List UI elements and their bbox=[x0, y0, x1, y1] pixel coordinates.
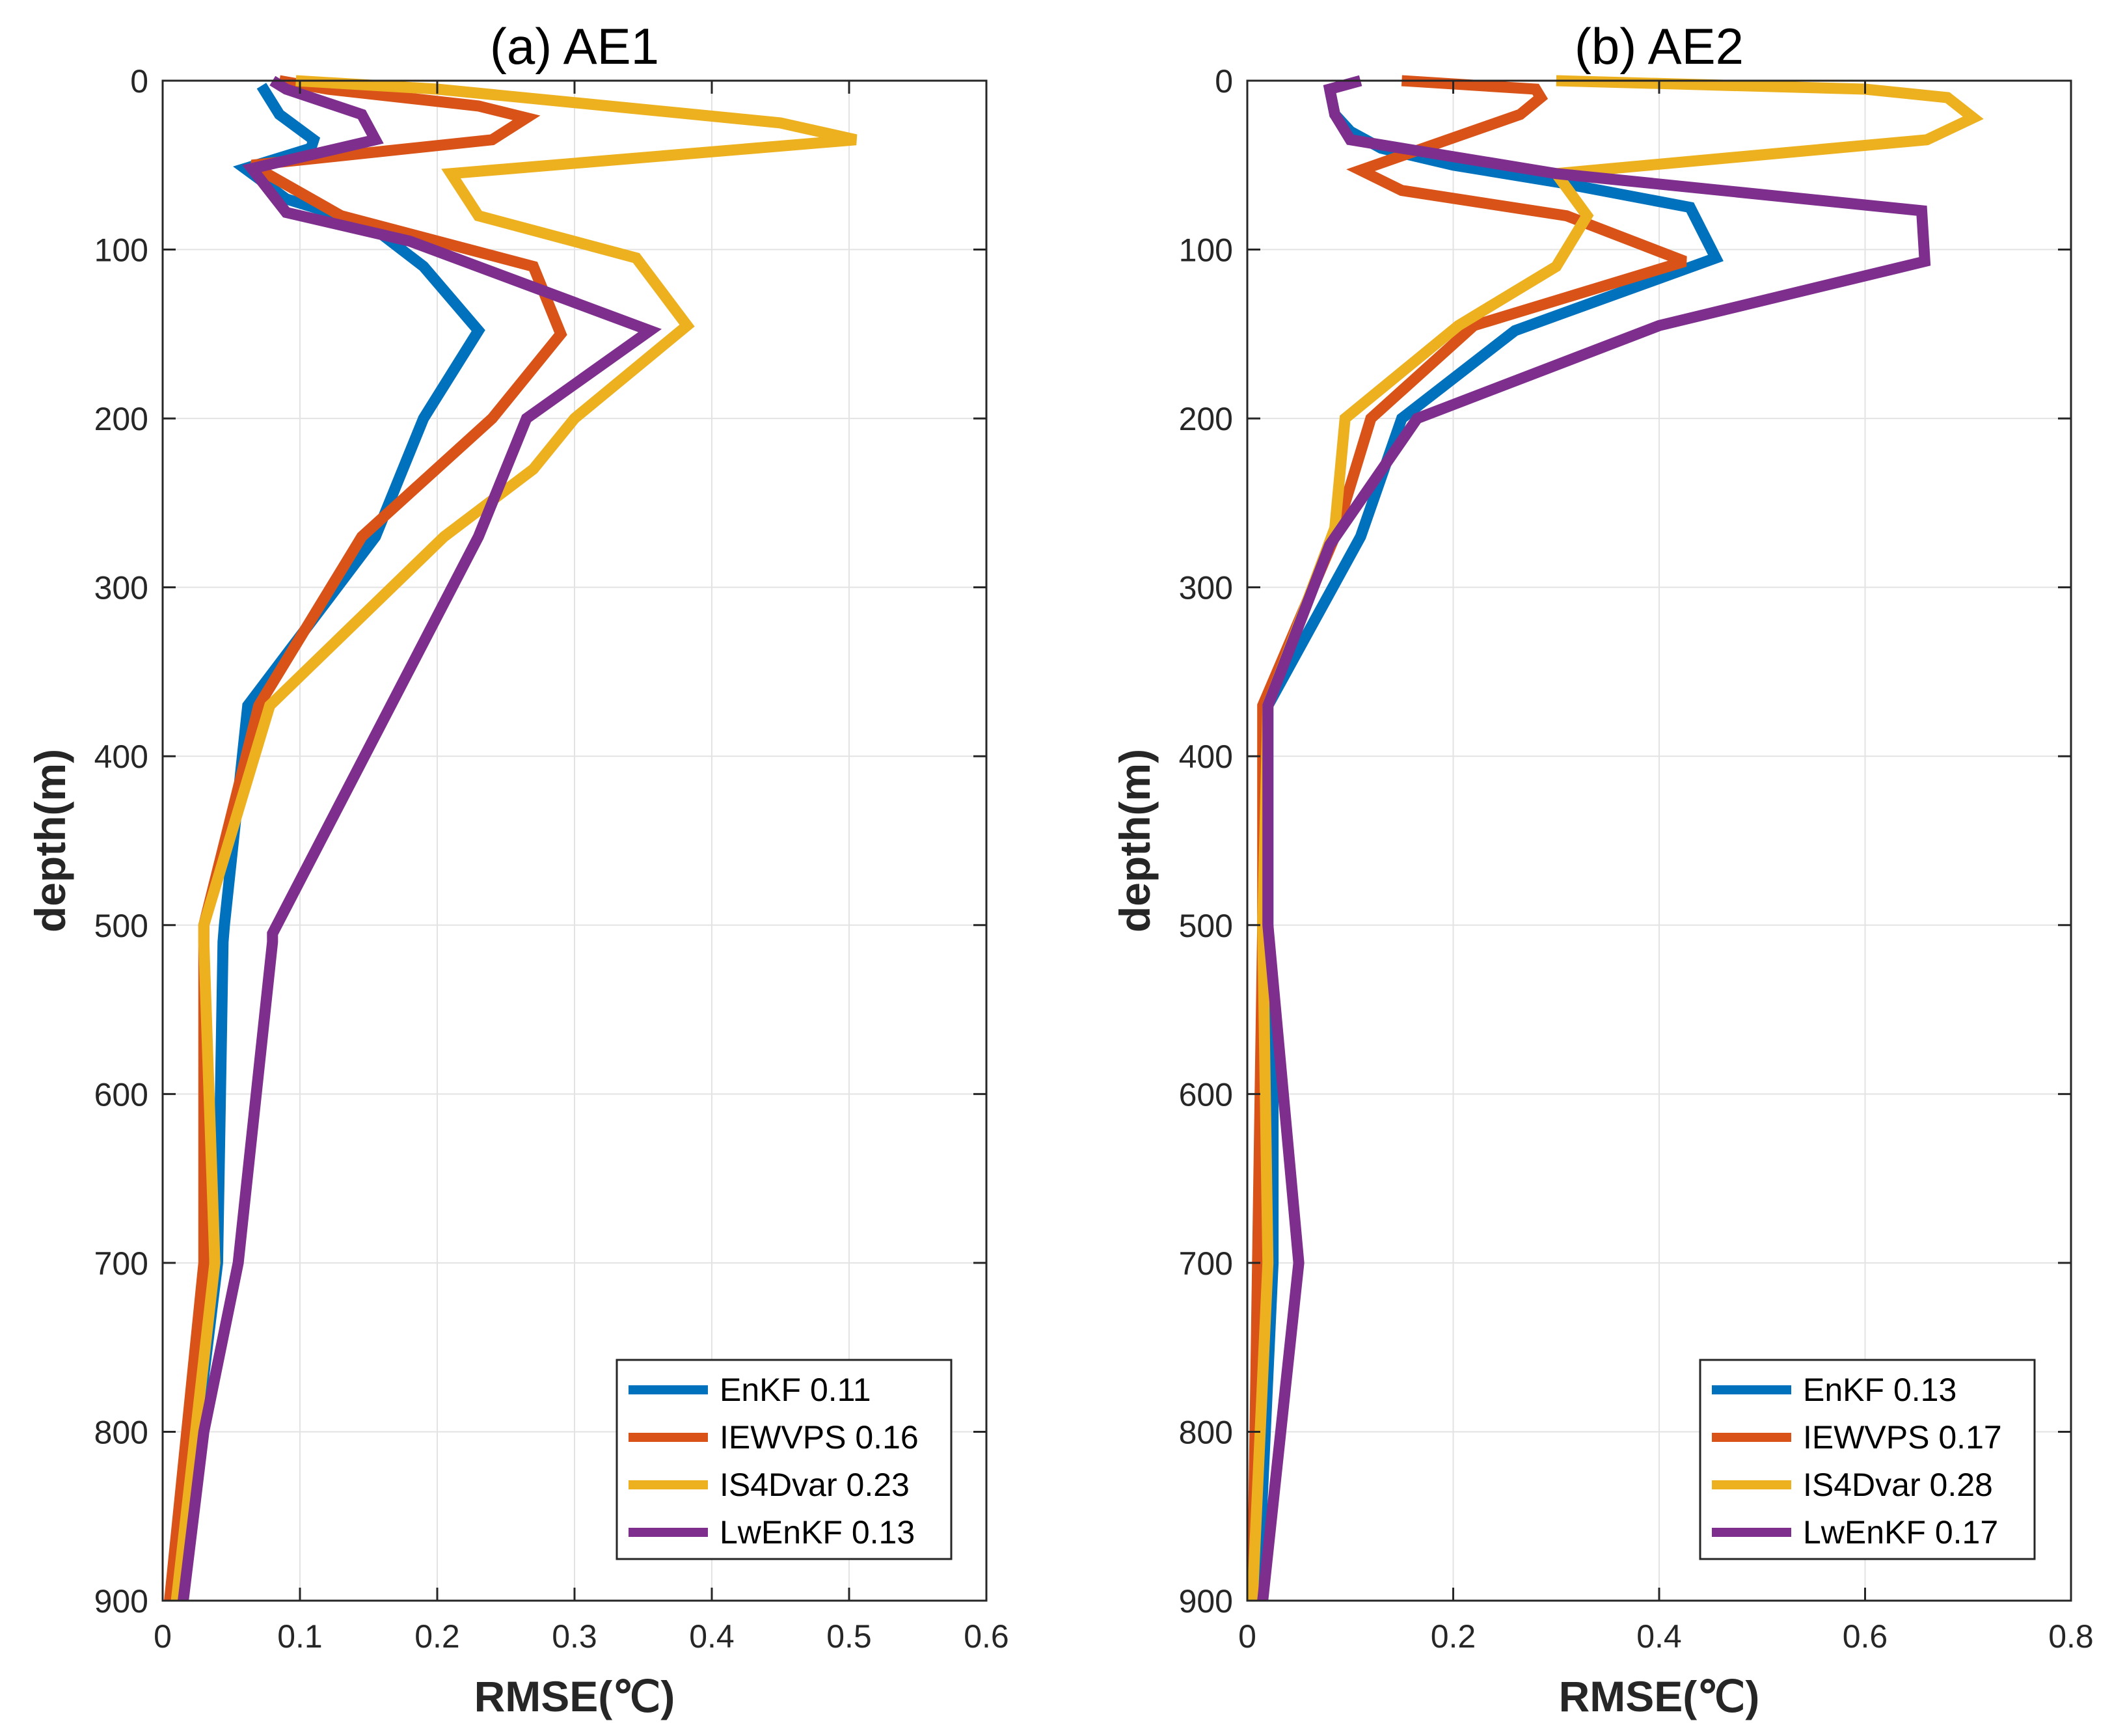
y-tick-label: 300 bbox=[1179, 570, 1233, 606]
y-axis-label: depth(m) bbox=[26, 749, 74, 932]
series-line-is4dvar bbox=[170, 75, 858, 1601]
x-tick-label: 0.5 bbox=[826, 1618, 872, 1655]
y-tick-label: 400 bbox=[1179, 739, 1233, 775]
y-tick-label: 200 bbox=[1179, 401, 1233, 437]
series-line-lwenkf bbox=[1257, 75, 1931, 1601]
y-tick-label: 100 bbox=[1179, 232, 1233, 269]
legend: EnKF 0.11 IEWVPS 0.16 IS4Dvar 0.23 LwEnKF 0… bbox=[616, 1359, 953, 1560]
legend-label-is4dvar: IS4Dvar 0.28 bbox=[1803, 1467, 1993, 1503]
y-tick-label: 300 bbox=[94, 570, 148, 606]
y-tick-label: 400 bbox=[94, 739, 148, 775]
legend-label-enkf: EnKF 0.13 bbox=[1803, 1372, 1956, 1408]
y-tick-label: 500 bbox=[1179, 908, 1233, 944]
x-tick-label: 0.4 bbox=[689, 1618, 735, 1655]
y-tick-label: 700 bbox=[1179, 1245, 1233, 1282]
y-tick-label: 600 bbox=[94, 1076, 148, 1113]
series-line-lwenkf bbox=[178, 75, 662, 1602]
x-tick-label: 0.6 bbox=[964, 1618, 1009, 1655]
panel-ae1: 0 0.1 0.2 0.3 0.4 0.5 0.6 0 100 200 300 400 500 600 70… bbox=[26, 18, 1009, 1720]
y-tick-label: 100 bbox=[94, 232, 148, 269]
x-tick-label: 0.3 bbox=[552, 1618, 597, 1655]
x-tick-label: 0.1 bbox=[277, 1618, 323, 1655]
x-tick-label: 0 bbox=[154, 1618, 172, 1655]
y-tick-label: 900 bbox=[1179, 1583, 1233, 1620]
y-tick-label: 600 bbox=[1179, 1076, 1233, 1113]
legend-label-is4dvar: IS4Dvar 0.23 bbox=[720, 1467, 910, 1503]
x-tick-label: 0 bbox=[1238, 1618, 1256, 1655]
y-tick-label: 900 bbox=[94, 1583, 148, 1620]
y-tick-label: 0 bbox=[130, 63, 148, 100]
legend-label-iewvps: IEWVPS 0.16 bbox=[720, 1419, 919, 1456]
panel-ae2: 0 0.2 0.4 0.6 0.8 0 100 200 300 400 500 600 700 800 90… bbox=[1111, 18, 2094, 1720]
y-tick-label: 500 bbox=[94, 908, 148, 944]
y-tick-label: 0 bbox=[1215, 63, 1233, 100]
legend-label-enkf: EnKF 0.11 bbox=[720, 1372, 871, 1408]
x-tick-label: 0.8 bbox=[2048, 1618, 2094, 1655]
legend: EnKF 0.13 IEWVPS 0.17 IS4Dvar 0.28 LwEnKF 0… bbox=[1699, 1359, 2036, 1560]
legend-label-lwenkf: LwEnKF 0.13 bbox=[720, 1514, 915, 1551]
chart-title: (a) AE1 bbox=[490, 18, 659, 75]
x-axis-label: RMSE(℃) bbox=[474, 1672, 675, 1720]
series-line-enkf bbox=[173, 83, 485, 1601]
x-axis-label: RMSE(℃) bbox=[1559, 1672, 1760, 1720]
x-tick-label: 0.2 bbox=[414, 1618, 460, 1655]
legend-label-lwenkf: LwEnKF 0.17 bbox=[1803, 1514, 1998, 1551]
chart-title: (b) AE2 bbox=[1575, 18, 1744, 75]
y-tick-label: 800 bbox=[1179, 1414, 1233, 1450]
legend-label-iewvps: IEWVPS 0.17 bbox=[1803, 1419, 2002, 1456]
y-axis-label: depth(m) bbox=[1111, 749, 1159, 932]
y-tick-label: 700 bbox=[94, 1245, 148, 1282]
y-tick-label: 800 bbox=[94, 1414, 148, 1450]
y-tick-label: 200 bbox=[94, 401, 148, 437]
x-tick-label: 0.2 bbox=[1431, 1618, 1476, 1655]
x-tick-label: 0.6 bbox=[1843, 1618, 1888, 1655]
x-tick-label: 0.4 bbox=[1636, 1618, 1682, 1655]
